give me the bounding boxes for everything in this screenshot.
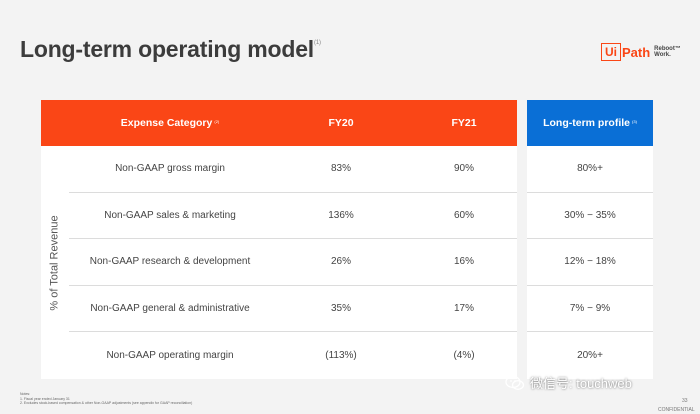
title-footnote-mark: (1) — [314, 40, 321, 46]
logo-path: Path — [622, 44, 651, 60]
table-row: Non-GAAP general & administrative 35% 17… — [69, 286, 517, 333]
confidential-label: CONFIDENTIAL — [658, 407, 695, 413]
row-fy20: 136% — [328, 209, 354, 221]
row-long-term: 80%+ — [577, 163, 603, 175]
table-row: 30% − 35% — [527, 193, 653, 240]
footnotes: Notes: 1. Fiscal year ended January 31 2… — [20, 392, 470, 406]
row-long-term: 20%+ — [577, 350, 603, 362]
wechat-icon — [505, 375, 525, 390]
row-category: Non-GAAP research & development — [89, 256, 251, 268]
watermark-text: 微信号: touchweb — [530, 376, 632, 391]
row-long-term: 7% − 9% — [569, 303, 611, 315]
page-title: Long-term operating model(1) — [20, 36, 321, 62]
table-row: Non-GAAP sales & marketing 136% 60% — [69, 193, 517, 240]
row-fy20: 35% — [330, 303, 351, 315]
row-long-term: 30% − 35% — [564, 209, 616, 221]
row-fy21: 90% — [453, 163, 474, 175]
table-row: Non-GAAP operating margin (113%) (4%) — [69, 332, 517, 379]
watermark: 微信号: touchweb — [505, 373, 632, 392]
row-fy21: 17% — [453, 303, 474, 315]
table-body: Non-GAAP gross margin 83% 90% Non-GAAP s… — [69, 146, 517, 379]
table-row: Non-GAAP research & development 26% 16% — [69, 239, 517, 286]
table-row: 7% − 9% — [527, 286, 653, 333]
header-fy21: FY21 — [451, 117, 477, 129]
row-category: Non-GAAP general & administrative — [90, 303, 250, 315]
side-label: % of Total Revenue — [49, 214, 62, 311]
logo-tagline: Reboot™ Work. — [654, 45, 681, 59]
row-fy20: 26% — [330, 256, 351, 268]
row-fy21: 16% — [453, 256, 474, 268]
row-long-term: 12% − 18% — [564, 256, 616, 268]
header-long-term-profile: Long-term profile (3) — [527, 100, 653, 146]
side-band — [41, 146, 69, 379]
header-fy20: FY20 — [328, 117, 354, 129]
row-category: Non-GAAP gross margin — [115, 163, 225, 175]
row-category: Non-GAAP sales & marketing — [104, 209, 236, 221]
notes-line: 1. Fiscal year ended January 31 — [20, 396, 70, 401]
logo-box: Ui — [601, 43, 621, 61]
long-term-column: 80%+ 30% − 35% 12% − 18% 7% − 9% 20%+ — [527, 146, 653, 379]
table-header: Expense Category (2) FY20 FY21 — [41, 100, 517, 146]
table-row: 80%+ — [527, 146, 653, 193]
row-fy20: 83% — [330, 163, 351, 175]
table-row: Non-GAAP gross margin 83% 90% — [69, 146, 517, 193]
row-fy21: 60% — [453, 209, 474, 221]
table-row: 20%+ — [527, 332, 653, 379]
row-fy20: (113%) — [325, 350, 357, 362]
uipath-logo: Ui Path Reboot™ Work. — [601, 42, 684, 62]
row-fy21: (4%) — [453, 350, 475, 362]
header-expense-category: Expense Category (2) — [120, 117, 220, 129]
notes-line: 2. Excludes stock-based compensation & o… — [20, 401, 193, 405]
row-category: Non-GAAP operating margin — [106, 350, 234, 362]
page-number: 33 — [682, 398, 688, 404]
table-row: 12% − 18% — [527, 239, 653, 286]
notes-heading: Notes: — [20, 392, 31, 396]
